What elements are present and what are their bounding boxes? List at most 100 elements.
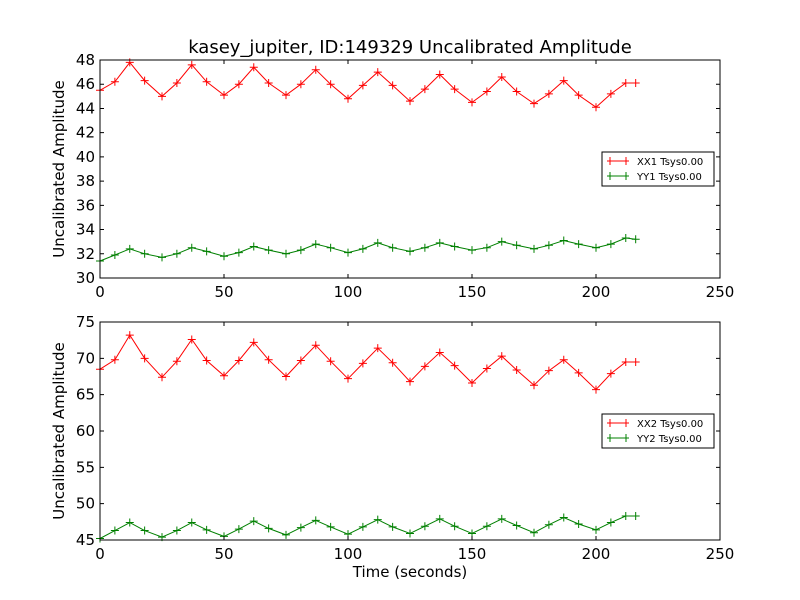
data-point: [420, 243, 429, 252]
series-line: [99, 61, 636, 108]
data-point: [187, 60, 196, 69]
data-point: [450, 522, 459, 531]
data-point: [140, 526, 149, 535]
data-point: [388, 358, 397, 367]
data-point: [420, 362, 429, 371]
data-point: [574, 368, 583, 377]
data-point: [631, 512, 640, 521]
legend-swatch: [607, 172, 629, 180]
data-point: [358, 244, 367, 253]
data-point: [450, 361, 459, 370]
legend-swatch: [607, 419, 629, 427]
data-point: [559, 355, 568, 364]
data-point: [234, 356, 243, 365]
data-point: [326, 243, 335, 252]
chart-panel-top: 0 50 100 150 200 250 30 32 34 36 38 40 42 44 46 48 Uncal…: [50, 51, 734, 301]
data-point: [234, 80, 243, 89]
series-line: [99, 237, 636, 262]
series-2: [96, 234, 640, 266]
data-point: [512, 365, 521, 374]
data-point: [482, 243, 491, 252]
data-point: [420, 522, 429, 531]
legend: XX2 Tsys0.00 YY2 Tsys0.00: [601, 413, 715, 449]
legend-box: [601, 151, 715, 187]
data-point: [606, 89, 615, 98]
data-point: [249, 63, 258, 72]
x-tick-label: 50: [214, 545, 233, 563]
legend-swatch: [607, 157, 629, 165]
data-point: [311, 65, 320, 74]
data-point: [110, 355, 119, 364]
data-point: [311, 341, 320, 350]
y-tick-label: 48: [76, 51, 95, 69]
data-point: [497, 72, 506, 81]
data-point: [559, 236, 568, 245]
y-tick-label: 75: [76, 313, 95, 331]
legend-box: [601, 413, 715, 449]
figure-title: kasey_jupiter, ID:149329 Uncalibrated Am…: [188, 37, 632, 58]
data-point: [406, 247, 414, 256]
data-point: [388, 243, 397, 252]
x-tick-label: 0: [95, 283, 105, 301]
data-point: [125, 518, 134, 527]
y-tick-label: 46: [76, 75, 95, 93]
data-point: [592, 243, 600, 252]
data-point: [530, 528, 538, 537]
data-point: [631, 357, 640, 366]
data-point: [172, 79, 181, 88]
data-point: [249, 517, 258, 526]
legend-swatch: [607, 434, 629, 442]
data-point: [110, 526, 119, 535]
data-point: [373, 515, 382, 524]
data-point: [606, 369, 615, 378]
data-point: [172, 249, 181, 258]
data-point: [530, 381, 538, 390]
data-point: [344, 374, 352, 383]
data-point: [326, 80, 335, 89]
data-point: [264, 355, 273, 364]
data-point: [202, 525, 211, 534]
data-point: [326, 357, 335, 366]
data-point: [497, 352, 506, 361]
data-point: [158, 92, 166, 101]
y-tick-label: 55: [76, 458, 95, 476]
legend-entry-2: YY2 Tsys0.00: [607, 434, 702, 445]
data-point: [282, 249, 290, 258]
x-tick-label: 250: [706, 545, 735, 563]
data-point: [621, 234, 630, 243]
data-point: [125, 331, 134, 340]
data-point: [592, 103, 600, 112]
data-point: [110, 250, 119, 259]
legend: XX1 Tsys0.00 YY1 Tsys0.00: [601, 151, 715, 187]
data-point: [606, 518, 615, 527]
series-2: [96, 512, 640, 543]
legend-label: YY2 Tsys0.00: [636, 434, 702, 445]
data-point: [497, 514, 506, 523]
x-tick-label: 100: [334, 283, 363, 301]
data-point: [140, 354, 149, 363]
data-point: [158, 253, 166, 262]
data-point: [140, 249, 149, 258]
x-tick-label: 150: [458, 283, 487, 301]
data-point: [220, 91, 228, 100]
data-point: [512, 241, 521, 250]
data-point: [592, 385, 600, 394]
data-point: [406, 377, 414, 386]
series-line: [99, 515, 636, 539]
data-point: [497, 237, 506, 246]
series-1: [96, 58, 640, 112]
data-point: [358, 522, 367, 531]
data-point: [264, 79, 273, 88]
chart-panel-bottom: 0 50 100 150 200 250 45 50 55 60 65 70 75 Uncalibrate…: [50, 313, 734, 581]
data-point: [140, 76, 149, 85]
legend-label: XX1 Tsys0.00: [637, 157, 703, 168]
data-point: [202, 247, 211, 256]
data-point: [631, 235, 640, 244]
data-point: [296, 246, 305, 255]
data-point: [373, 68, 382, 77]
data-point: [482, 364, 491, 373]
data-point: [482, 87, 491, 96]
data-point: [249, 242, 258, 251]
data-point: [311, 240, 320, 249]
